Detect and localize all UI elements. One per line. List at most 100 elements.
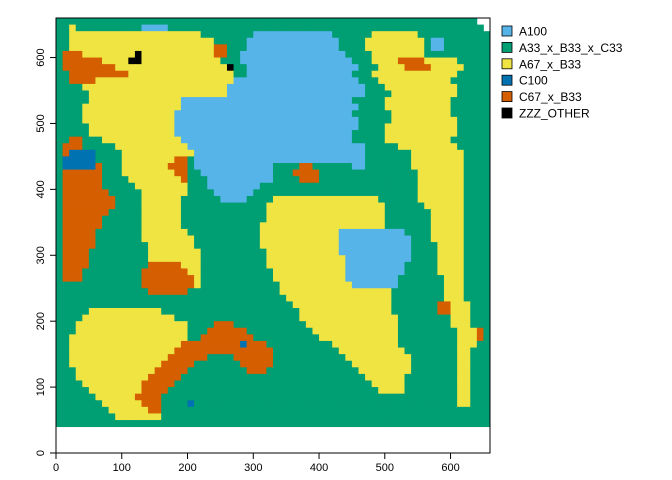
- heatmap-cell: [325, 130, 333, 138]
- heatmap-cell: [240, 367, 248, 375]
- heatmap-cell: [62, 195, 70, 203]
- heatmap-cell: [273, 406, 280, 414]
- heatmap-cell: [62, 18, 70, 25]
- heatmap-cell: [246, 400, 254, 408]
- heatmap-cell: [384, 367, 392, 375]
- heatmap-cell: [286, 156, 294, 164]
- heatmap-cell: [167, 70, 175, 78]
- heatmap-cell: [154, 44, 162, 52]
- heatmap-cell: [180, 380, 188, 388]
- heatmap-cell: [476, 400, 484, 408]
- heatmap-cell: [365, 130, 373, 138]
- heatmap-cell: [292, 37, 300, 45]
- heatmap-cell: [161, 195, 169, 203]
- heatmap-cell: [345, 215, 353, 223]
- heatmap-cell: [397, 413, 405, 421]
- heatmap-cell: [115, 373, 123, 381]
- heatmap-cell: [167, 275, 175, 283]
- heatmap-cell: [266, 354, 274, 362]
- heatmap-cell: [95, 275, 103, 283]
- heatmap-cell: [292, 116, 300, 124]
- heatmap-cell: [108, 420, 116, 428]
- heatmap-cell: [148, 334, 156, 342]
- heatmap-cell: [424, 116, 432, 124]
- heatmap-cell: [424, 202, 432, 210]
- heatmap-cell: [411, 176, 419, 184]
- heatmap-cell: [319, 308, 327, 315]
- heatmap-cell: [95, 189, 103, 197]
- heatmap-cell: [246, 393, 254, 401]
- heatmap-cell: [266, 281, 274, 289]
- heatmap-cell: [457, 77, 465, 85]
- heatmap-cell: [259, 354, 267, 362]
- heatmap-cell: [279, 57, 287, 65]
- heatmap-cell: [174, 31, 182, 39]
- heatmap-cell: [82, 116, 90, 124]
- heatmap-cell: [240, 189, 248, 197]
- heatmap-cell: [95, 413, 103, 421]
- heatmap-cell: [128, 215, 136, 223]
- heatmap-cell: [378, 50, 386, 58]
- heatmap-cell: [437, 103, 445, 111]
- heatmap-cell: [69, 123, 77, 131]
- heatmap-cell: [411, 393, 419, 401]
- heatmap-cell: [424, 222, 432, 230]
- heatmap-cell: [88, 380, 96, 388]
- heatmap-cell: [95, 149, 103, 157]
- heatmap-cell: [115, 110, 123, 118]
- heatmap-cell: [108, 169, 116, 177]
- heatmap-cell: [62, 90, 70, 98]
- heatmap-cell: [424, 413, 432, 421]
- heatmap-cell: [141, 202, 149, 210]
- heatmap-cell: [200, 400, 208, 408]
- heatmap-cell: [365, 275, 373, 283]
- heatmap-cell: [69, 156, 77, 164]
- heatmap-cell: [167, 136, 175, 144]
- heatmap-cell: [102, 380, 110, 388]
- heatmap-cell: [246, 195, 254, 203]
- heatmap-cell: [358, 149, 366, 157]
- heatmap-cell: [154, 400, 162, 408]
- heatmap-cell: [417, 64, 425, 72]
- heatmap-cell: [365, 340, 373, 348]
- heatmap-cell: [279, 334, 287, 342]
- heatmap-cell: [194, 110, 202, 118]
- heatmap-cell: [233, 308, 241, 315]
- heatmap-cell: [69, 195, 77, 203]
- heatmap-cell: [213, 387, 221, 395]
- heatmap-cell: [437, 248, 445, 256]
- heatmap-cell: [56, 413, 63, 421]
- heatmap-cell: [82, 123, 90, 131]
- heatmap-cell: [397, 393, 405, 401]
- heatmap-cell: [450, 308, 458, 315]
- heatmap-cell: [161, 31, 169, 39]
- heatmap-cell: [233, 340, 241, 348]
- heatmap-cell: [69, 50, 77, 58]
- heatmap-cell: [437, 195, 445, 203]
- heatmap-cell: [62, 321, 70, 329]
- heatmap-cell: [102, 202, 110, 210]
- heatmap-cell: [62, 143, 70, 151]
- heatmap-cell: [226, 255, 234, 263]
- heatmap-cell: [411, 202, 419, 210]
- heatmap-cell: [345, 288, 353, 296]
- heatmap-cell: [371, 83, 379, 91]
- heatmap-cell: [213, 354, 221, 362]
- heatmap-cell: [378, 301, 386, 309]
- heatmap-cell: [128, 242, 136, 250]
- heatmap-cell: [88, 24, 96, 32]
- heatmap-cell: [253, 143, 261, 151]
- heatmap-cell: [95, 182, 103, 190]
- heatmap-cell: [470, 77, 478, 85]
- heatmap-cell: [88, 215, 96, 223]
- heatmap-cell: [194, 406, 202, 414]
- heatmap-cell: [319, 281, 327, 289]
- heatmap-cell: [259, 393, 267, 401]
- heatmap-cell: [378, 18, 386, 25]
- heatmap-cell: [82, 136, 90, 144]
- heatmap-cell: [246, 37, 254, 45]
- heatmap-cell: [115, 288, 123, 296]
- heatmap-cell: [121, 387, 129, 395]
- heatmap-cell: [430, 130, 438, 138]
- heatmap-cell: [108, 294, 116, 302]
